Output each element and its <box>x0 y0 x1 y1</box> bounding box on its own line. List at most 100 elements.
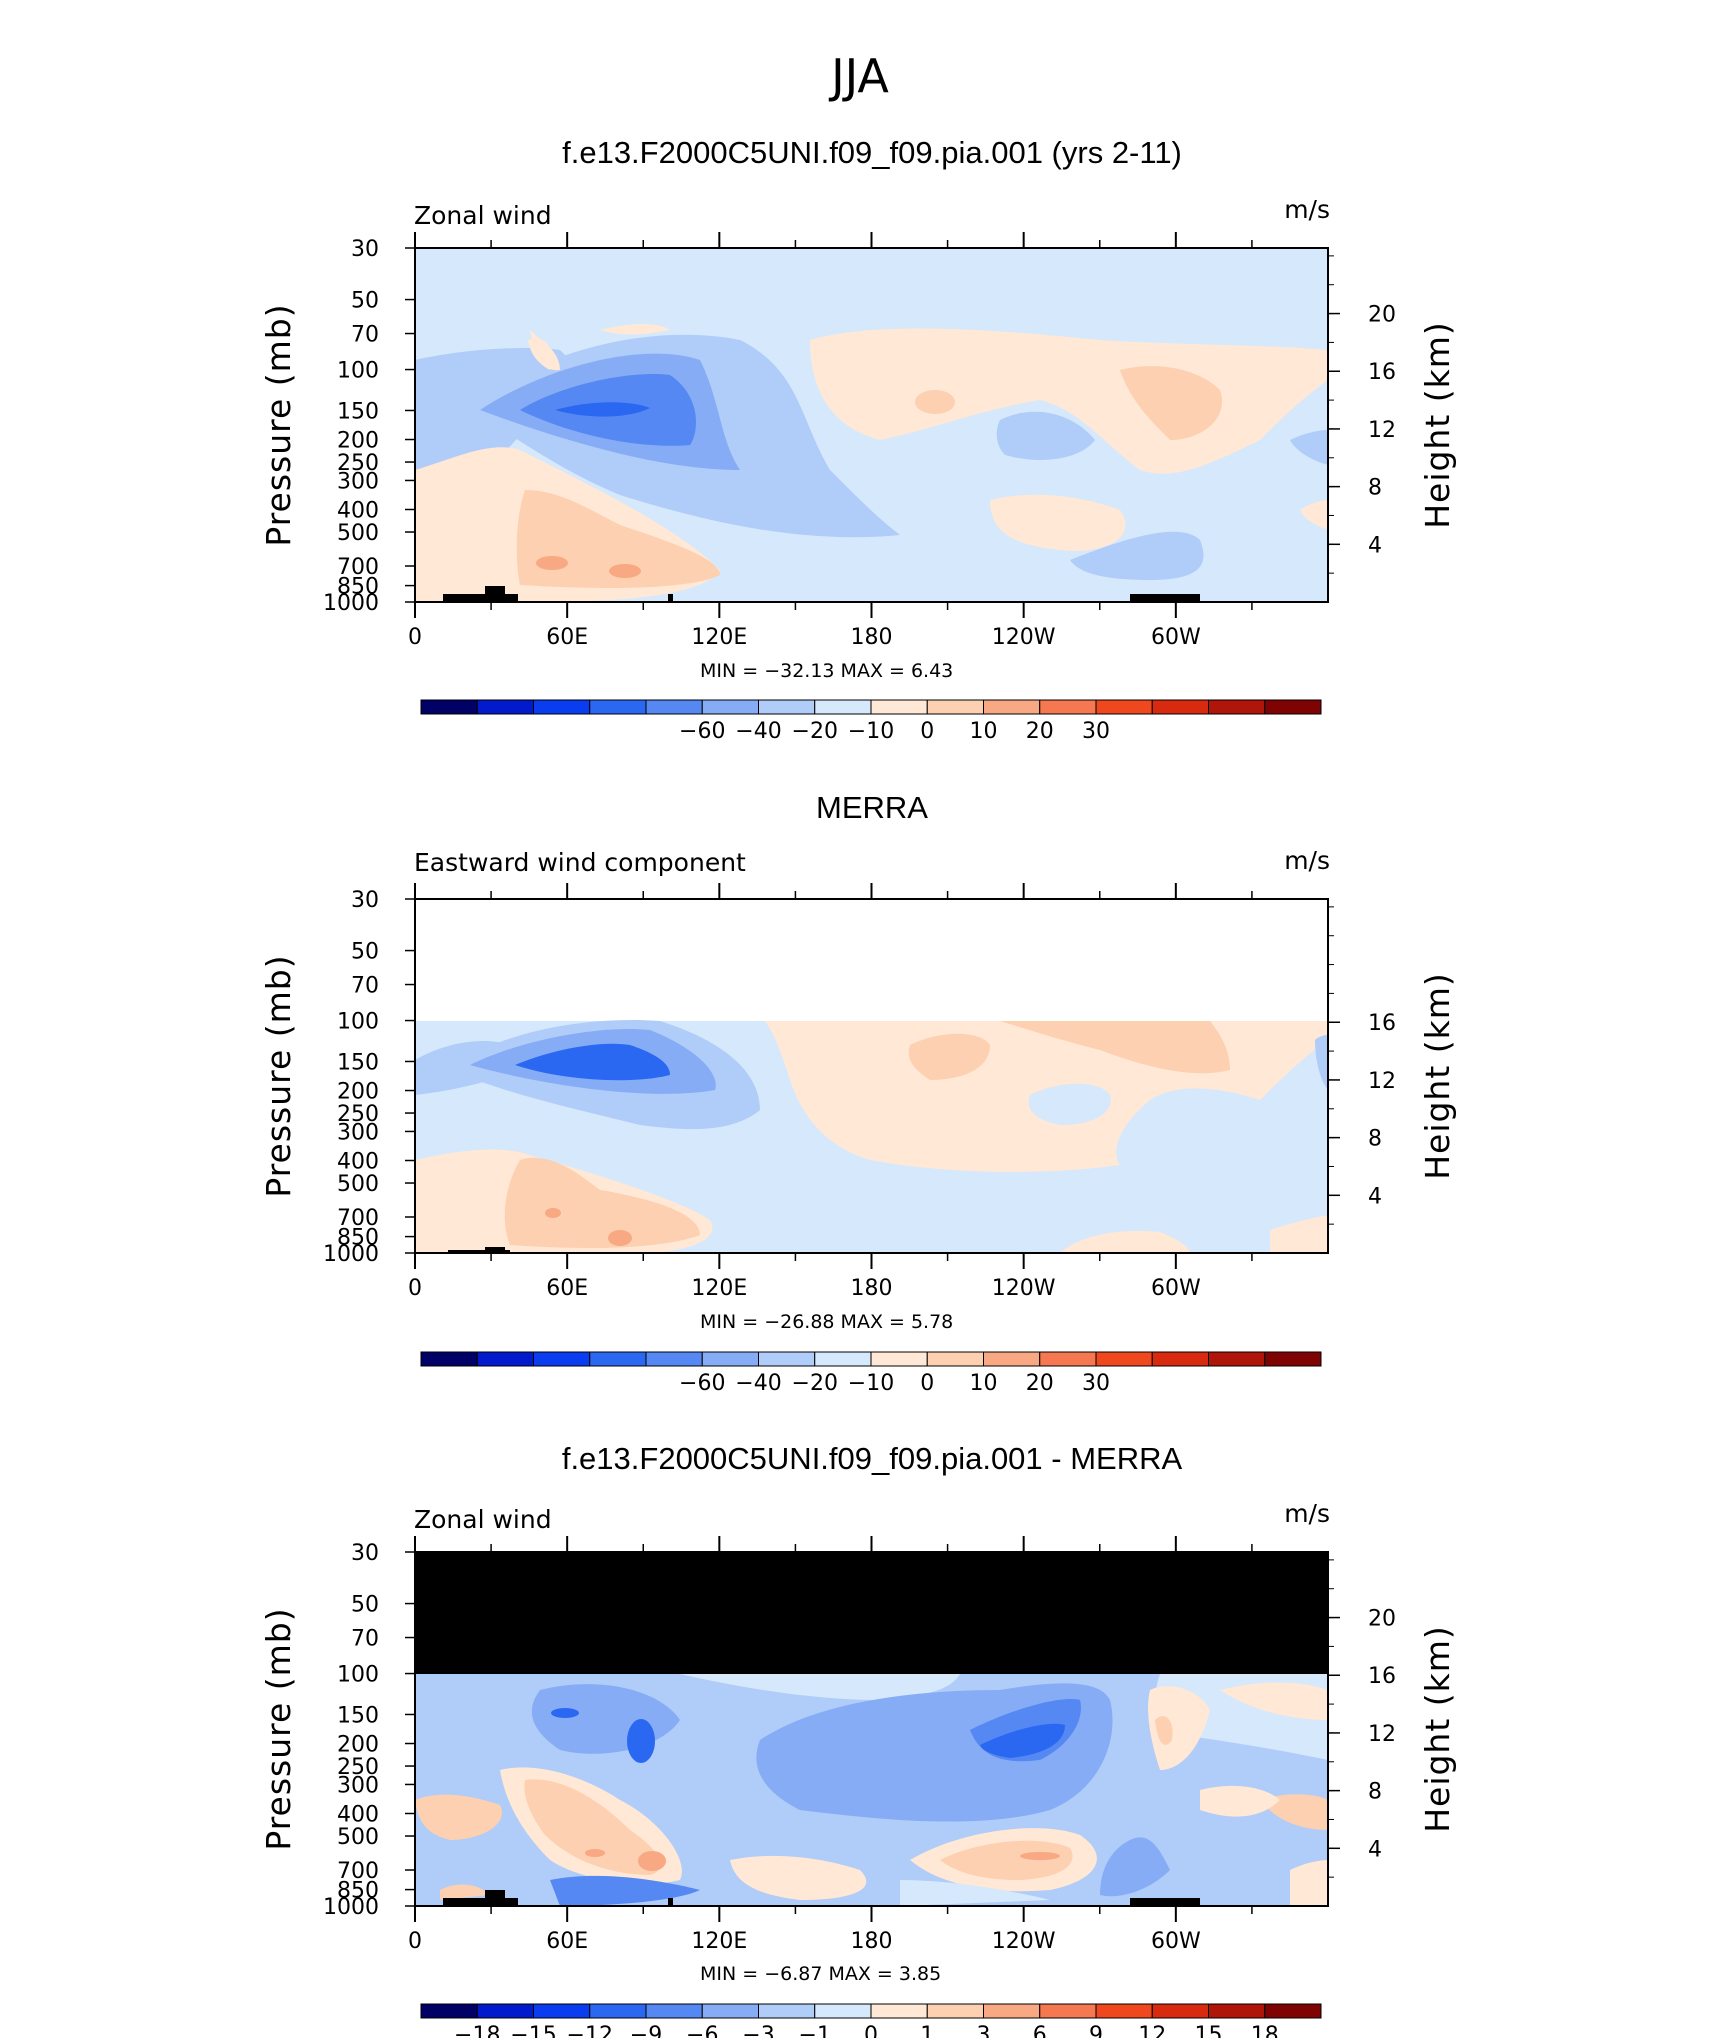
colorbar-swatch <box>870 1351 928 1367</box>
colorbar-label: −10 <box>848 719 894 744</box>
contour-region <box>1100 1837 1170 1897</box>
y-tick-label: 250 <box>337 1755 379 1780</box>
y-tick-label: 400 <box>337 1802 379 1827</box>
colorbar-swatch <box>1264 1351 1322 1367</box>
x-tick-label: 60W <box>1151 625 1201 650</box>
y-tick-label: 30 <box>351 888 379 913</box>
y-tick-label: 500 <box>337 521 379 546</box>
colorbar-swatch <box>870 2003 928 2019</box>
x-tick-label: 120W <box>992 1276 1056 1301</box>
height-tick-label: 16 <box>1368 360 1396 385</box>
colorbar-swatch <box>1095 1351 1153 1367</box>
topography <box>443 594 518 602</box>
y-tick-label: 150 <box>337 1703 379 1728</box>
variable-label: Zonal wind <box>414 1505 552 1534</box>
colorbar-swatch <box>645 699 703 715</box>
panel-title: f.e13.F2000C5UNI.f09_f09.pia.001 (yrs 2-… <box>562 135 1182 170</box>
colorbar-swatch <box>1039 699 1097 715</box>
colorbar-swatch <box>758 2003 816 2019</box>
contour-region <box>524 1779 661 1875</box>
contour-region <box>1200 1785 1280 1817</box>
colorbar-swatch <box>983 2003 1041 2019</box>
contour-region <box>1300 500 1328 530</box>
colorbar-label: −20 <box>792 719 838 744</box>
topography <box>668 1898 673 1906</box>
contour-region <box>908 1033 990 1080</box>
x-tick-label: 120W <box>992 625 1056 650</box>
x-ticks: 0 60E 120E 180 120W 60W <box>408 232 1253 650</box>
contour-region <box>990 494 1126 551</box>
colorbar-label: 6 <box>1033 2023 1047 2038</box>
contour-region <box>1270 1215 1328 1253</box>
panel-model: f.e13.F2000C5UNI.f09_f09.pia.001 (yrs 2-… <box>259 135 1457 744</box>
colorbar-swatch <box>983 699 1041 715</box>
x-tick-label: 60E <box>546 625 588 650</box>
y-tick-label: 70 <box>351 974 379 999</box>
colorbar-label: −60 <box>679 719 725 744</box>
x-tick-label: 0 <box>408 1276 422 1301</box>
height-tick-label: 8 <box>1368 1780 1382 1805</box>
y-tick-label: 150 <box>337 399 379 424</box>
y-tick-label: 200 <box>337 1080 379 1105</box>
min-max-text: MIN = −6.87 MAX = 3.85 <box>700 1963 941 1985</box>
colorbar-label: −40 <box>735 1371 781 1396</box>
y-tick-label: 50 <box>351 1593 379 1618</box>
contour-region <box>1000 1021 1230 1074</box>
topography <box>1130 594 1200 602</box>
colorbar-swatch <box>420 2003 478 2019</box>
units-label: m/s <box>1284 1499 1330 1528</box>
contour-region <box>940 1840 1073 1880</box>
height-tick-label: 12 <box>1368 1069 1396 1094</box>
colorbar-swatch <box>476 2003 534 2019</box>
colorbar-swatch <box>870 699 928 715</box>
colorbar-label: −40 <box>735 719 781 744</box>
contour-region <box>730 1855 867 1900</box>
y-tick-label: 100 <box>337 359 379 384</box>
colorbar-swatch <box>814 2003 872 2019</box>
x-tick-label: 180 <box>851 1276 893 1301</box>
x-tick-label: 0 <box>408 1929 422 1954</box>
height-tick-label: 4 <box>1368 1837 1382 1862</box>
contour-region <box>515 1043 670 1081</box>
y-tick-label: 1000 <box>323 1895 379 1920</box>
colorbar-label: −20 <box>792 1371 838 1396</box>
y-tick-label: 300 <box>337 469 379 494</box>
contour-field <box>415 1019 1328 1253</box>
colorbar-label: 10 <box>970 719 998 744</box>
topography <box>448 1250 510 1253</box>
colorbar-label: 18 <box>1251 2023 1279 2038</box>
contour-region <box>545 1208 561 1218</box>
colorbar-swatch <box>589 1351 647 1367</box>
y-tick-label: 70 <box>351 323 379 348</box>
topography <box>1130 1898 1200 1906</box>
min-max-text: MIN = −26.88 MAX = 5.78 <box>700 1311 953 1333</box>
contour-region <box>608 1230 632 1246</box>
x-tick-label: 120E <box>691 1929 747 1954</box>
colorbar-label: 0 <box>920 1371 934 1396</box>
x-tick-label: 180 <box>851 625 893 650</box>
topography <box>668 594 673 602</box>
y-tick-label: 400 <box>337 498 379 523</box>
colorbar-swatch <box>476 699 534 715</box>
y-tick-label: 150 <box>337 1050 379 1075</box>
variable-label: Zonal wind <box>414 201 552 230</box>
contour-region <box>609 564 641 578</box>
y-tick-label: 850 <box>337 1226 379 1251</box>
height-tick-label: 12 <box>1368 418 1396 443</box>
colorbar-swatch <box>420 1351 478 1367</box>
colorbar-label: 9 <box>1089 2023 1103 2038</box>
contour-region <box>1028 1083 1111 1125</box>
colorbar-label: −60 <box>679 1371 725 1396</box>
contour-region <box>415 1794 502 1840</box>
contour-region <box>440 1884 490 1900</box>
height-tick-label: 4 <box>1368 533 1382 558</box>
colorbar-label: −1 <box>799 2023 831 2038</box>
height-tick-label: 8 <box>1368 1127 1382 1152</box>
x-tick-label: 120E <box>691 625 747 650</box>
y-tick-label: 500 <box>337 1172 379 1197</box>
colorbar-label: 15 <box>1195 2023 1223 2038</box>
contour-region <box>1155 1716 1173 1745</box>
y-axis-label: Pressure (mb) <box>259 954 298 1197</box>
colorbar-swatch <box>1151 2003 1209 2019</box>
colorbar-label: −15 <box>510 2023 556 2038</box>
